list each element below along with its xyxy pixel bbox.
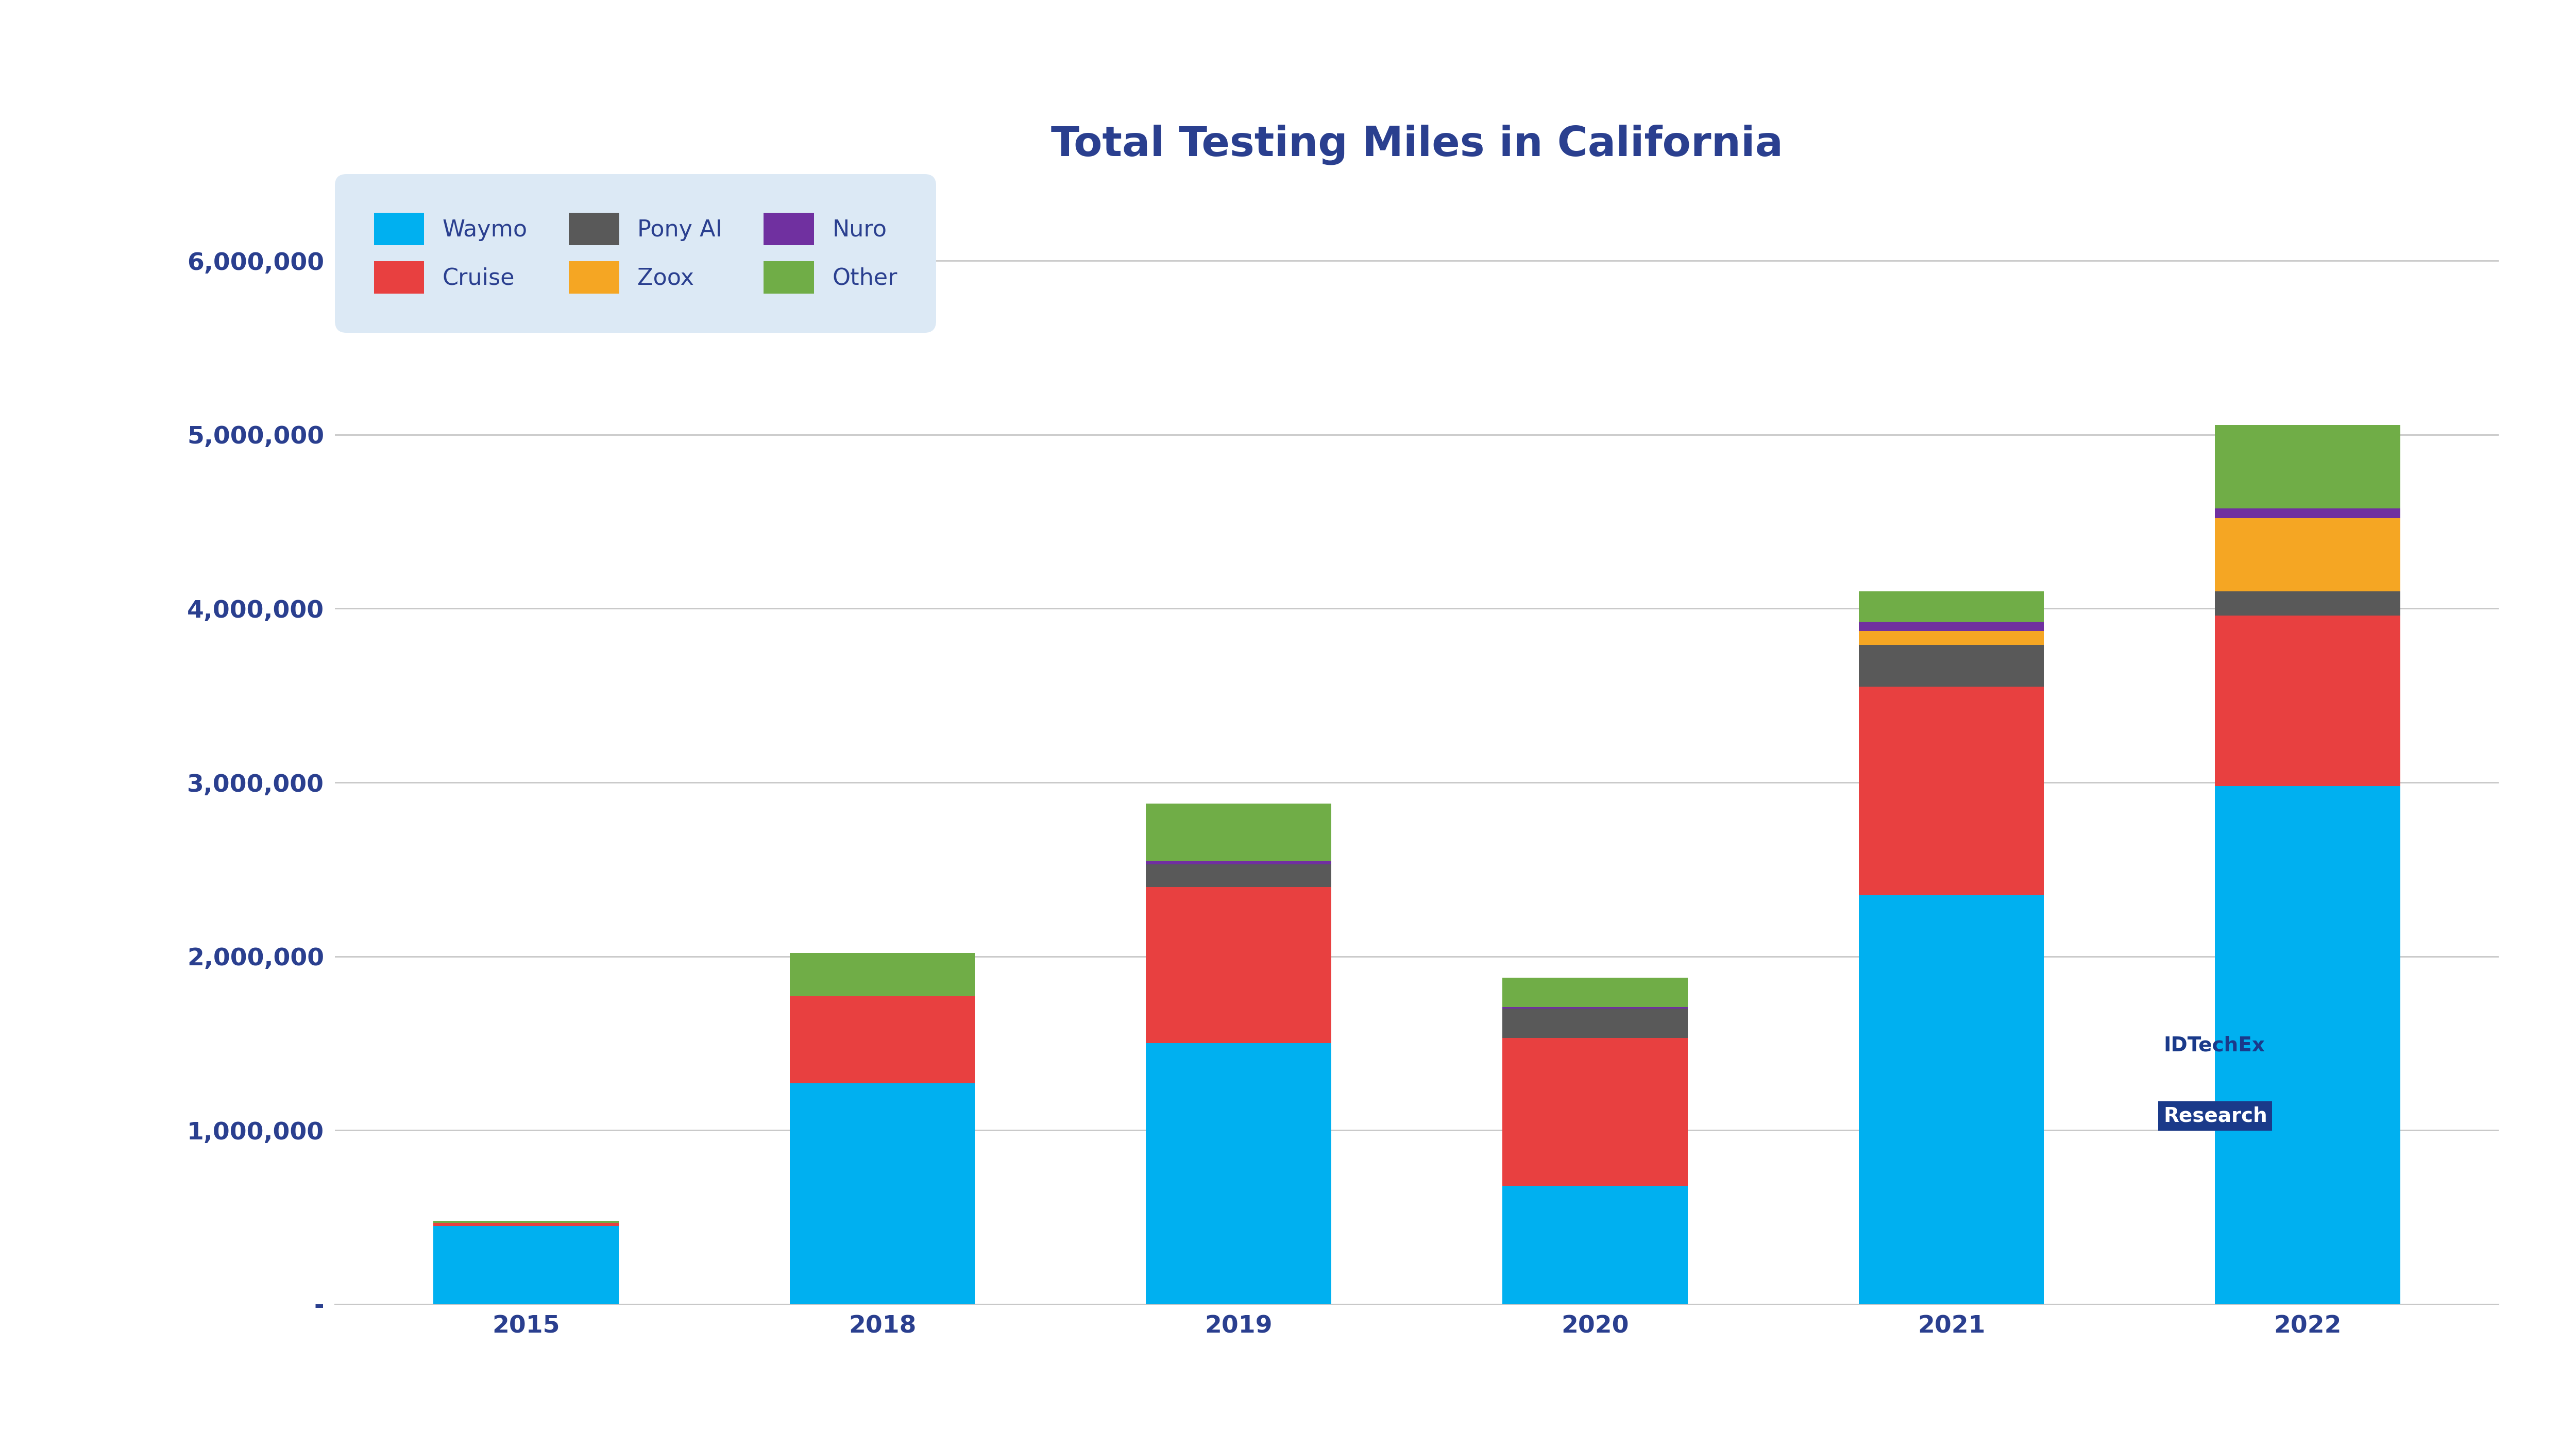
Bar: [433, 1226, 618, 1304]
Bar: [1860, 632, 2043, 645]
Title: Total Testing Miles in California: Total Testing Miles in California: [1051, 125, 1783, 165]
Bar: [1860, 895, 2043, 1304]
Bar: [791, 997, 974, 1084]
Bar: [2215, 785, 2401, 1304]
Bar: [1502, 1037, 1687, 1185]
Bar: [1860, 645, 2043, 687]
Bar: [2215, 616, 2401, 785]
Bar: [1146, 861, 1332, 864]
Bar: [2215, 425, 2401, 509]
Bar: [1146, 1043, 1332, 1304]
Bar: [1860, 687, 2043, 895]
Bar: [1146, 803, 1332, 861]
Bar: [2215, 509, 2401, 519]
Bar: [1860, 591, 2043, 622]
Bar: [1860, 622, 2043, 632]
Text: Research: Research: [2164, 1107, 2267, 1126]
Bar: [433, 1223, 618, 1226]
Bar: [433, 1222, 618, 1223]
Bar: [2215, 591, 2401, 616]
Bar: [1502, 1185, 1687, 1304]
Bar: [1146, 864, 1332, 887]
Bar: [791, 1084, 974, 1304]
Text: IDTechEx: IDTechEx: [2164, 1036, 2264, 1055]
Bar: [791, 953, 974, 997]
Bar: [1502, 1009, 1687, 1037]
Bar: [2215, 519, 2401, 591]
Bar: [1502, 978, 1687, 1007]
Legend: Waymo, Cruise, Pony AI, Zoox, Nuro, Other: Waymo, Cruise, Pony AI, Zoox, Nuro, Othe…: [345, 185, 925, 322]
Bar: [1146, 887, 1332, 1043]
